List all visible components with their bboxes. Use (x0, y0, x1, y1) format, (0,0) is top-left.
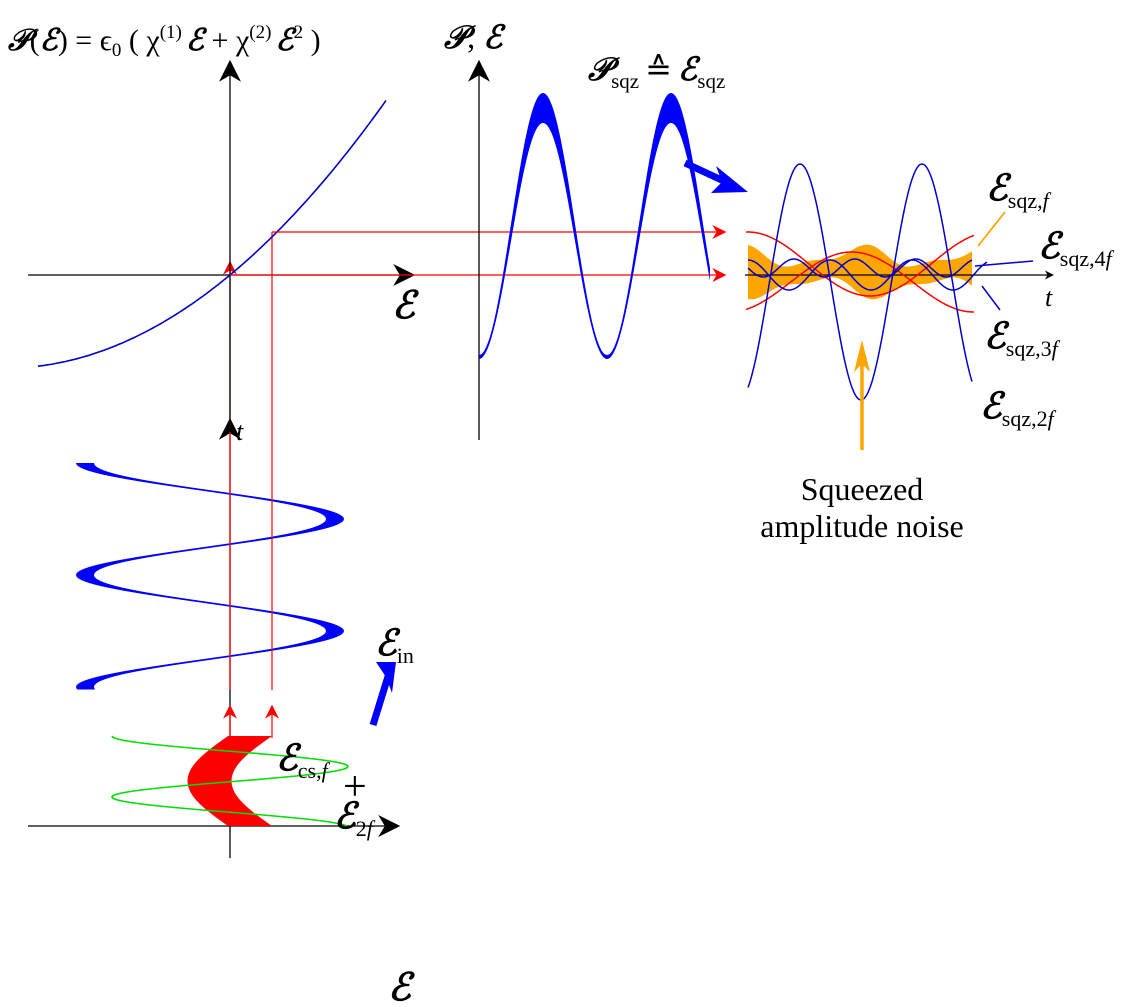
squeezed-correspondence-label: 𝒫sqz ≙ ℰsqz (588, 50, 725, 93)
leader-4f (974, 260, 1034, 267)
input-field-wave (76, 463, 344, 690)
second-harmonic-label: ℰ2f (334, 795, 376, 841)
squeezed-noise-label-line2: amplitude noise (760, 508, 964, 544)
harmonic-4f-curve (747, 258, 973, 278)
response-panel (28, 59, 727, 432)
combine-arrowhead (376, 662, 396, 693)
harmonic-f-label: ℰsqz,f (986, 167, 1052, 213)
squeezed-noise-band (748, 244, 972, 300)
input-field-label: ℰin (375, 622, 414, 668)
input-time-label: t (236, 417, 244, 446)
leader-3f (981, 285, 1001, 311)
second-harmonic-wave (111, 735, 349, 827)
harmonic-4f-label: ℰsqz,4f (1038, 225, 1115, 271)
squeezed-noise-label-line1: Squeezed (801, 471, 924, 507)
output-time-label: t (1045, 283, 1053, 312)
squeeze-arrowhead (711, 166, 748, 193)
plus-sign: + (343, 764, 367, 810)
polarization-panel (468, 59, 748, 440)
polarization-wave (479, 93, 710, 359)
squeezed-envelope-lower (745, 251, 974, 313)
nonlinear-response-curve (37, 100, 387, 367)
harmonic-3f-label: ℰsqz,3f (984, 315, 1061, 361)
input-panel (28, 232, 401, 858)
squeezed-panel (745, 163, 1054, 450)
coherent-field-label: ℰcs,f (276, 737, 331, 783)
input-field-axis-label: ℰ (388, 964, 415, 1007)
polarization-axis-label: 𝒫, ℰ (444, 18, 506, 56)
harmonic-3f-curve (748, 259, 988, 291)
response-field-axis-label: ℰ (392, 282, 419, 327)
squeezed-envelope-upper (746, 231, 975, 297)
harmonic-2f-label: ℰsqz,2f (980, 385, 1057, 431)
noise-arrowhead (854, 340, 870, 372)
leader-f (977, 211, 1006, 247)
harmonic-2f-curve (747, 163, 973, 401)
squeeze-arrow (683, 159, 730, 187)
response-equation: 𝒫(ℰ) = ϵ0 ( χ(1) ℰ + χ(2) ℰ2 ) (7, 22, 321, 61)
